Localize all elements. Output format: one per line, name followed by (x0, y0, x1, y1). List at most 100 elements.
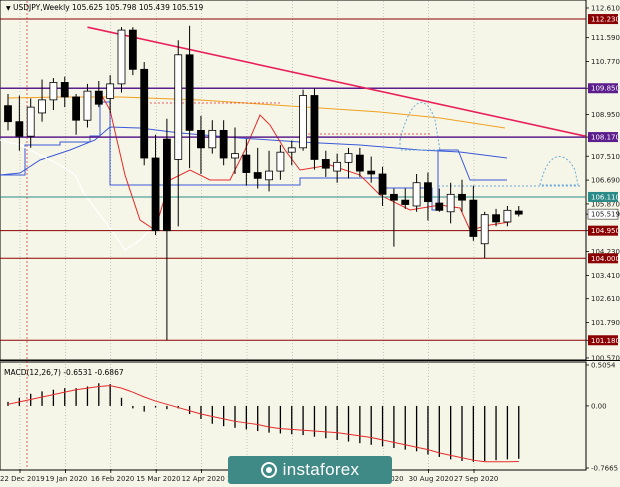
x-tick-label: 15 Mar 2020 (136, 475, 180, 483)
y-tick-label: 100.570 (591, 355, 620, 363)
macd-label: MACD(12,26,7) -0.6531 -0.6867 (4, 368, 124, 377)
candle-body (83, 90, 92, 121)
candle-body (253, 172, 262, 179)
candle-body (480, 214, 489, 245)
candle-body (265, 170, 273, 181)
grid-layer (19, 1, 475, 469)
level-badge (588, 225, 618, 236)
y-tick-label: 102.610 (591, 295, 620, 303)
candle-body (333, 161, 342, 172)
candle-body (26, 106, 35, 137)
x-tick-label: 27 Sep 2020 (454, 475, 498, 483)
candle-body (412, 182, 421, 207)
candle-body (401, 199, 410, 205)
candle-body (106, 83, 115, 99)
x-tick-label: 22 Dec 2019 (0, 475, 45, 483)
level-badge (588, 253, 618, 264)
indicator-overlays (0, 95, 580, 251)
candle-body (503, 209, 512, 223)
blue-moving-average (0, 126, 508, 176)
level-badge-label: 109.850 (591, 85, 620, 93)
candle-body (492, 214, 500, 223)
current-price-label: 105.519 (591, 211, 620, 219)
candle-body (367, 170, 376, 175)
macd-signal-line (7, 385, 519, 463)
candle-body (174, 54, 183, 160)
candle-body (219, 129, 228, 159)
candle-body (242, 154, 251, 173)
level-badge (588, 132, 618, 143)
level-badge-label: 106.110 (591, 193, 620, 201)
y-tick-label: 108.950 (591, 111, 620, 119)
candle-body (185, 54, 194, 131)
candle-body (151, 157, 160, 232)
price-axis: 112.610 111.590 110.770 109.850 108.950 108.1… (586, 5, 620, 363)
red-moving-average (95, 95, 511, 231)
candle-body (458, 193, 466, 201)
horizontal-levels (0, 18, 586, 341)
cloud-outline (399, 102, 441, 151)
lagging-line (0, 139, 151, 251)
candle-body (287, 147, 296, 153)
macd-y-tick-label: 0.5054 (591, 362, 616, 370)
instaforex-logo: instaforex (228, 456, 392, 484)
level-badge (588, 335, 618, 346)
candle-body (310, 95, 319, 160)
orange-moving-average (7, 96, 506, 129)
candle-body (299, 95, 308, 149)
candle-body (197, 129, 205, 149)
macd-y-tick-label: -0.7665 (591, 465, 618, 473)
logo-text: instaforex (282, 460, 360, 479)
candle-body (231, 153, 239, 159)
candle-body (49, 82, 58, 101)
candle-body (321, 159, 330, 169)
level-badge-label: 104.000 (591, 255, 620, 263)
y-tick-label: 101.790 (591, 319, 620, 327)
candle-body (469, 199, 478, 237)
level-badge (588, 83, 618, 94)
candle-body (446, 193, 455, 213)
candle-body (355, 154, 364, 172)
current-price-badge (587, 208, 619, 220)
candle-body (276, 151, 285, 172)
y-tick-label: 105.870 (591, 200, 620, 208)
symbol-dropdown-icon[interactable]: ▼ (6, 5, 11, 12)
candle-body (378, 173, 387, 195)
candle-body (60, 82, 69, 98)
candle-body (117, 29, 126, 85)
y-tick-label: 103.410 (591, 272, 620, 280)
level-badge (588, 14, 618, 25)
macd-plot-frame (0, 361, 587, 471)
candle-body (72, 96, 80, 121)
x-tick-label: 30 Aug 2020 (409, 475, 454, 483)
candle-body (514, 210, 523, 215)
y-tick-label: 111.590 (591, 34, 620, 42)
candle-body (140, 68, 149, 159)
blue-channel-line (0, 101, 507, 211)
y-tick-label: 110.770 (591, 58, 620, 66)
candles (4, 25, 523, 341)
candle-body (94, 90, 103, 105)
y-tick-label: 107.510 (591, 153, 620, 161)
chart-title: USDJPY,Weekly 105.625 105.798 105.439 10… (13, 3, 204, 12)
candle-body (15, 121, 24, 137)
macd-y-tick-label: 0.00 (591, 402, 607, 410)
downtrend-line (87, 26, 586, 137)
x-tick-label: 12 Apr 2020 (182, 475, 225, 483)
macd-indicator: 0.5054 0.00 -0.7665 (7, 362, 618, 473)
candle-body (389, 193, 398, 201)
y-tick-label: 104.230 (591, 248, 620, 256)
y-tick-label: 112.610 (591, 5, 620, 13)
candle-body (38, 99, 46, 114)
x-tick-label: 16 Feb 2020 (91, 475, 135, 483)
level-badge-label: 112.230 (591, 16, 620, 24)
candle-body (162, 138, 171, 232)
candle-body (344, 153, 353, 163)
candle-body (128, 29, 137, 70)
level-badge-label: 101.180 (591, 337, 620, 345)
level-badge-label: 104.950 (591, 227, 620, 235)
level-badge-label: 108.170 (591, 134, 620, 142)
candle-body (4, 105, 12, 123)
